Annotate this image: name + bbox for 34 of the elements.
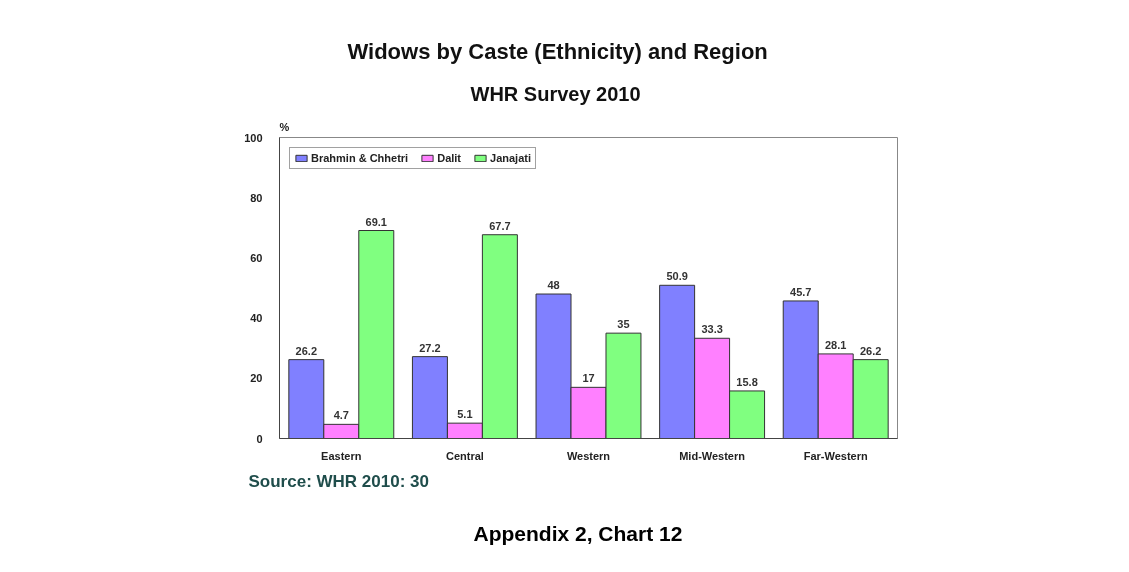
data-label: 4.7 (333, 409, 349, 422)
chart-title: Widows by Caste (Ethnicity) and Region (347, 38, 768, 64)
data-label: 67.7 (489, 219, 511, 232)
data-label: 50.9 (666, 270, 688, 283)
data-label: 27.2 (419, 341, 441, 354)
y-tick-label: 80 (250, 191, 263, 204)
source-note: Source: WHR 2010: 30 (248, 471, 429, 491)
legend-label: Dalit (437, 152, 462, 164)
legend-label: Brahmin & Chhetri (311, 152, 409, 164)
data-label: 35 (617, 318, 630, 331)
x-tick-label: Far-Western (803, 449, 868, 462)
legend-label: Janajati (490, 152, 531, 164)
y-tick-label: 20 (250, 372, 263, 385)
data-label: 15.8 (736, 375, 758, 388)
data-label: 69.1 (365, 215, 387, 228)
y-tick-label: 100 (244, 131, 263, 144)
data-label: 28.1 (825, 338, 847, 351)
x-tick-label: Western (566, 449, 611, 462)
data-label: 45.7 (790, 285, 812, 298)
x-tick-label: Eastern (321, 449, 362, 462)
x-tick-label: Central (445, 449, 484, 462)
y-tick-label: 0 (256, 432, 263, 445)
chart-subtitle: WHR Survey 2010 (470, 82, 641, 105)
data-label: 26.2 (295, 344, 318, 357)
data-label: 5.1 (457, 408, 473, 421)
data-label: 48 (547, 279, 560, 292)
text: Appendix 2, Chart 12 (473, 521, 683, 545)
data-label: 33.3 (701, 323, 723, 336)
data-label: 26.2 (859, 344, 882, 357)
y-tick-label: 40 (250, 312, 263, 325)
x-tick-label: Mid-Western (679, 449, 746, 462)
y-tick-label: 60 (250, 251, 263, 264)
data-label: 17 (582, 372, 595, 385)
y-axis-title: % (279, 120, 290, 133)
